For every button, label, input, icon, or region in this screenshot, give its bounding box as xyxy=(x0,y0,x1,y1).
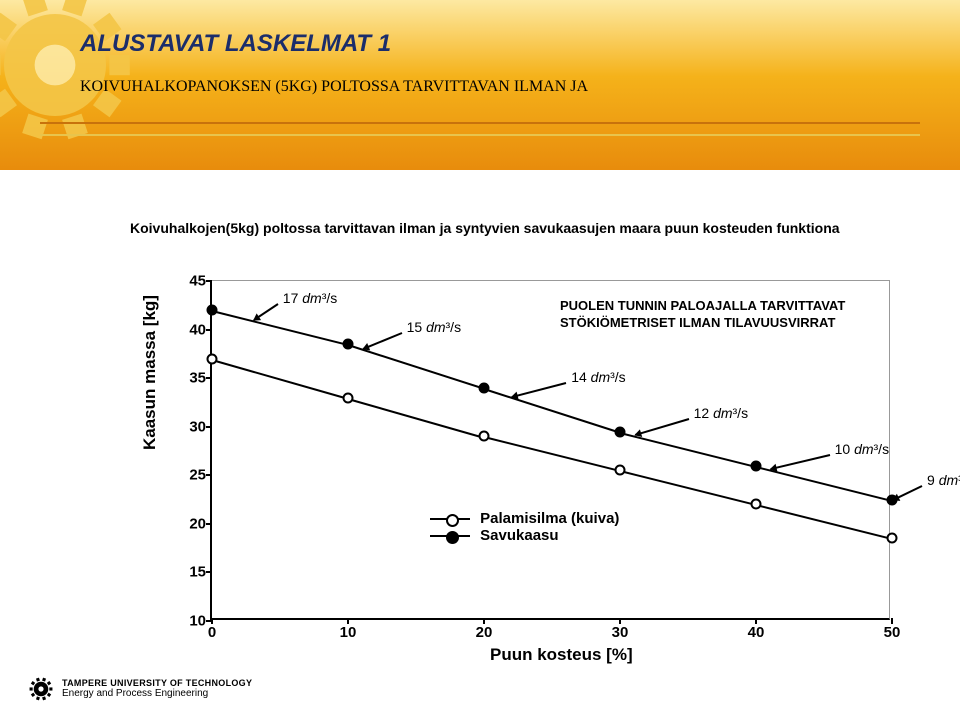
note-line-1: PUOLEN TUNNIN PALOAJALLA TARVITTAVAT xyxy=(560,298,845,313)
data-marker xyxy=(615,426,626,437)
flowrate-label: 14 dm³/s xyxy=(571,369,625,385)
note-line-2: STÖKIÖMETRISET ILMAN TILAVUUSVIRRAT xyxy=(560,315,835,330)
data-marker xyxy=(479,431,490,442)
page-title: ALUSTAVAT LASKELMAT 1 xyxy=(80,30,391,58)
footer: TAMPERE UNIVERSITY OF TECHNOLOGY Energy … xyxy=(28,676,252,702)
y-axis-label: Kaasun massa [kg] xyxy=(140,295,160,450)
data-marker xyxy=(207,353,218,364)
footer-text: TAMPERE UNIVERSITY OF TECHNOLOGY Energy … xyxy=(62,678,252,701)
legend-item: Savukaasu xyxy=(430,527,619,544)
x-axis-label: Puun kosteus [%] xyxy=(490,645,633,665)
divider-1 xyxy=(40,122,920,124)
gear-decoration xyxy=(0,0,140,150)
data-marker xyxy=(887,533,898,544)
logo-gear-icon xyxy=(28,676,54,702)
chart-title: Koivuhalkojen(5kg) poltossa tarvittavan … xyxy=(130,220,930,236)
university-name: TAMPERE UNIVERSITY OF TECHNOLOGY xyxy=(62,678,252,689)
data-marker xyxy=(479,382,490,393)
flowrate-note: PUOLEN TUNNIN PALOAJALLA TARVITTAVAT STÖ… xyxy=(560,298,845,332)
flowrate-label: 10 dm³/s xyxy=(835,441,889,457)
chart-container: Koivuhalkojen(5kg) poltossa tarvittavan … xyxy=(130,220,930,680)
legend: Palamisilma (kuiva) Savukaasu xyxy=(430,510,619,544)
legend-item: Palamisilma (kuiva) xyxy=(430,510,619,527)
flowrate-label: 9 dm³/s xyxy=(927,472,960,488)
data-marker xyxy=(751,499,762,510)
divider-2 xyxy=(40,134,920,136)
department-name: Energy and Process Engineering xyxy=(62,688,252,700)
legend-label: Palamisilma (kuiva) xyxy=(480,510,619,527)
flowrate-label: 15 dm³/s xyxy=(407,319,461,335)
data-marker xyxy=(343,339,354,350)
page-subtitle: KOIVUHALKOPANOKSEN (5KG) POLTOSSA TARVIT… xyxy=(80,78,588,96)
data-marker xyxy=(207,305,218,316)
data-marker xyxy=(615,465,626,476)
top-banner: ALUSTAVAT LASKELMAT 1 KOIVUHALKOPANOKSEN… xyxy=(0,0,960,170)
data-marker xyxy=(751,460,762,471)
flowrate-label: 17 dm³/s xyxy=(283,290,337,306)
data-marker xyxy=(343,392,354,403)
flowrate-label: 12 dm³/s xyxy=(694,405,748,421)
legend-label: Savukaasu xyxy=(480,527,558,544)
